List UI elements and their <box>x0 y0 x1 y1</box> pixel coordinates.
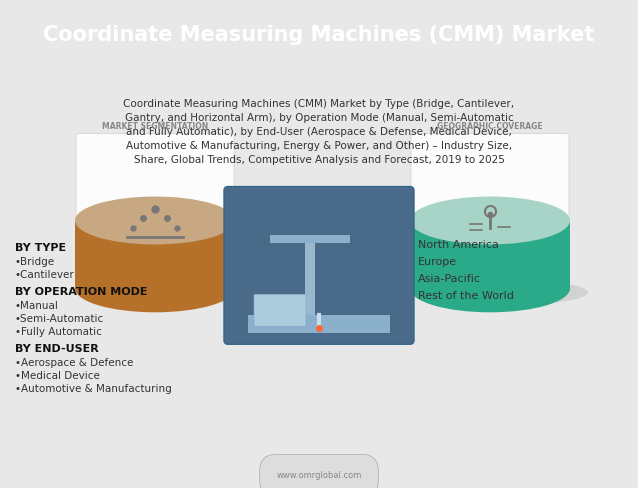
Text: •Bridge: •Bridge <box>15 258 55 267</box>
Text: •Semi-Automatic: •Semi-Automatic <box>15 314 104 325</box>
Polygon shape <box>75 221 235 288</box>
Text: •Medical Device: •Medical Device <box>15 371 100 381</box>
Text: BY OPERATION MODE: BY OPERATION MODE <box>15 287 147 297</box>
Text: Coordinate Measuring Machines (CMM) Market: Coordinate Measuring Machines (CMM) Mark… <box>43 25 595 45</box>
Text: Coordinate Measuring Machines (CMM) Market by Type (Bridge, Cantilever,
Gantry, : Coordinate Measuring Machines (CMM) Mark… <box>123 99 515 165</box>
Text: Asia-Pacific: Asia-Pacific <box>418 274 481 285</box>
Text: •Aerospace & Defence: •Aerospace & Defence <box>15 358 133 368</box>
Text: BY END-USER: BY END-USER <box>15 344 99 354</box>
FancyBboxPatch shape <box>224 186 414 344</box>
Ellipse shape <box>410 197 570 244</box>
Ellipse shape <box>410 264 570 312</box>
FancyBboxPatch shape <box>254 294 306 326</box>
Polygon shape <box>410 221 570 288</box>
FancyBboxPatch shape <box>76 134 234 223</box>
Text: North America: North America <box>418 241 499 250</box>
Text: www.omrglobal.com: www.omrglobal.com <box>276 471 362 480</box>
Ellipse shape <box>75 264 235 312</box>
Text: •Automotive & Manufacturing: •Automotive & Manufacturing <box>15 384 172 394</box>
Ellipse shape <box>75 197 235 244</box>
Text: Europe: Europe <box>418 258 457 267</box>
Bar <box>248 315 390 333</box>
Text: •Fully Automatic: •Fully Automatic <box>15 327 102 337</box>
Text: •Manual: •Manual <box>15 301 59 311</box>
Text: GEOGRAPHIC COVERAGE: GEOGRAPHIC COVERAGE <box>437 122 543 131</box>
Bar <box>270 235 350 244</box>
Text: MARKET SEGMENTATION: MARKET SEGMENTATION <box>102 122 208 131</box>
Bar <box>305 235 315 315</box>
Text: •Cantilever: •Cantilever <box>15 270 75 281</box>
Text: BY TYPE: BY TYPE <box>15 244 66 253</box>
Ellipse shape <box>412 279 588 305</box>
Ellipse shape <box>77 279 253 305</box>
Text: Rest of the World: Rest of the World <box>418 291 514 302</box>
FancyBboxPatch shape <box>411 134 569 223</box>
